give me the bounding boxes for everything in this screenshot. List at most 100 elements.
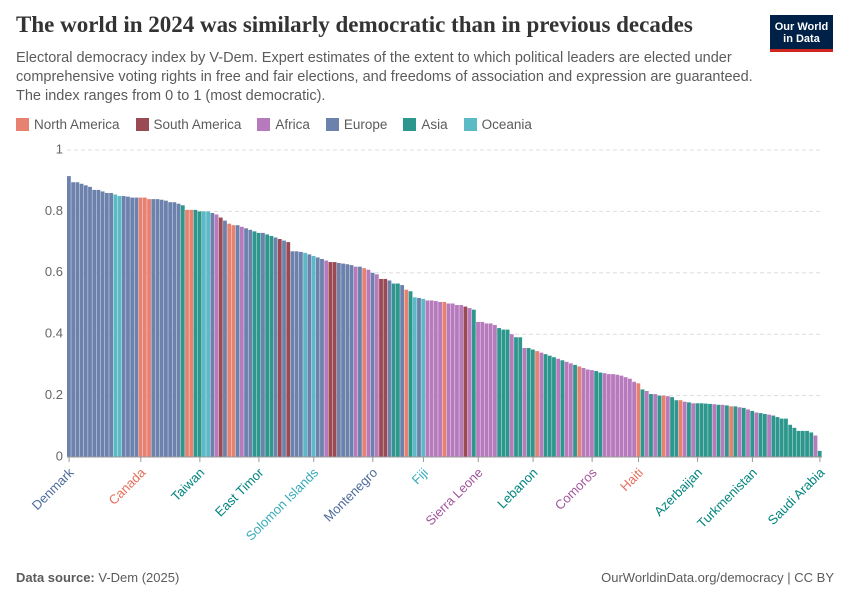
bar <box>712 404 717 457</box>
legend-item: Asia <box>403 117 448 132</box>
bar <box>201 211 206 457</box>
bar <box>556 358 561 457</box>
bar <box>615 374 620 457</box>
bar <box>602 373 607 457</box>
bar <box>741 407 746 457</box>
bar <box>484 323 489 457</box>
bar <box>813 435 818 457</box>
bar <box>429 300 434 457</box>
logo-line: Our World <box>774 21 829 33</box>
bar <box>433 301 438 457</box>
bar <box>117 196 122 458</box>
bar <box>130 197 135 457</box>
legend-item: Oceania <box>463 117 532 132</box>
bar <box>438 301 442 457</box>
bar <box>387 280 392 457</box>
bar <box>100 191 105 457</box>
bar <box>530 349 535 457</box>
bar <box>661 395 666 457</box>
bar <box>750 410 755 457</box>
bar <box>324 260 329 457</box>
bar <box>471 309 476 457</box>
bar <box>463 306 468 457</box>
bar <box>775 417 780 457</box>
bar <box>197 211 202 457</box>
bar <box>543 354 548 457</box>
bar <box>623 377 628 457</box>
legend-swatch <box>463 118 477 131</box>
bar <box>383 278 388 457</box>
bar <box>104 192 109 458</box>
bar <box>88 186 92 457</box>
bar <box>164 200 168 457</box>
bar <box>121 196 126 458</box>
bar <box>509 334 514 457</box>
bar <box>805 430 809 457</box>
bar <box>564 361 569 457</box>
bar <box>665 396 670 457</box>
bar <box>349 265 354 457</box>
bar <box>480 321 485 457</box>
bar <box>594 371 599 457</box>
bar <box>488 323 493 457</box>
bar <box>362 268 367 457</box>
bar <box>746 409 750 457</box>
bar <box>611 374 615 457</box>
legend-swatch <box>16 118 29 131</box>
bar <box>792 427 797 457</box>
bar <box>193 209 198 457</box>
bar <box>336 262 341 457</box>
x-tick-label: Taiwan <box>168 465 207 504</box>
bar <box>218 217 223 457</box>
bar <box>311 255 316 457</box>
bar <box>708 403 712 457</box>
bar <box>256 232 261 457</box>
bar <box>159 199 164 457</box>
bar <box>227 223 232 457</box>
bar <box>640 389 645 457</box>
x-tick-label: Sierra Leone <box>423 465 486 528</box>
legend-swatch <box>325 118 339 131</box>
x-tick-label: Comoros <box>552 465 600 513</box>
bar <box>71 182 76 458</box>
bar <box>341 263 345 457</box>
bar <box>79 183 84 457</box>
legend-item: North America <box>16 117 120 132</box>
bar <box>695 403 700 457</box>
bar <box>598 372 603 457</box>
legend-item: Africa <box>257 117 310 132</box>
bar <box>353 266 358 457</box>
bar <box>189 209 194 457</box>
bar <box>400 285 405 457</box>
bar <box>180 205 185 457</box>
bar <box>282 240 286 457</box>
legend-item: Europe <box>325 117 387 132</box>
bar <box>754 412 759 457</box>
source-label: Data source: <box>16 570 95 585</box>
legend-label: North America <box>34 117 120 132</box>
bar <box>75 182 80 458</box>
x-tick-label: Lebanon <box>494 465 540 511</box>
bar <box>817 450 822 457</box>
bar <box>636 383 641 457</box>
bar <box>421 298 426 457</box>
bar <box>244 228 248 457</box>
bar <box>417 297 421 457</box>
bar <box>627 378 632 457</box>
logo[interactable]: Our World in Data <box>770 15 833 52</box>
legend: North America South America Africa Europe As… <box>16 117 532 132</box>
bar <box>261 232 265 457</box>
bar <box>514 337 518 457</box>
bar <box>619 375 624 457</box>
bar <box>497 328 502 457</box>
bar <box>809 432 814 457</box>
bar <box>716 404 721 457</box>
bar <box>552 357 556 457</box>
bar <box>315 257 320 457</box>
bar <box>210 212 215 457</box>
bar <box>644 390 649 457</box>
chart: 0 0.2 0.4 0.6 0.8 1 Denmark Canada Taiwan East Ti… <box>29 141 828 543</box>
bar <box>142 197 147 457</box>
bar <box>547 355 552 457</box>
bar <box>674 400 679 457</box>
